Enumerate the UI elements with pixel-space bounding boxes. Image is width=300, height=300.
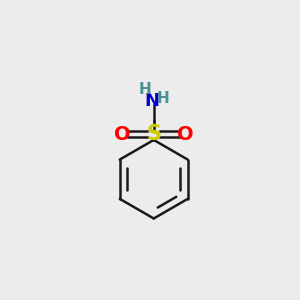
Text: N: N [144, 92, 159, 110]
Text: S: S [146, 124, 161, 144]
Text: O: O [114, 125, 131, 144]
Text: H: H [138, 82, 151, 97]
Text: H: H [156, 91, 169, 106]
Text: O: O [177, 125, 193, 144]
